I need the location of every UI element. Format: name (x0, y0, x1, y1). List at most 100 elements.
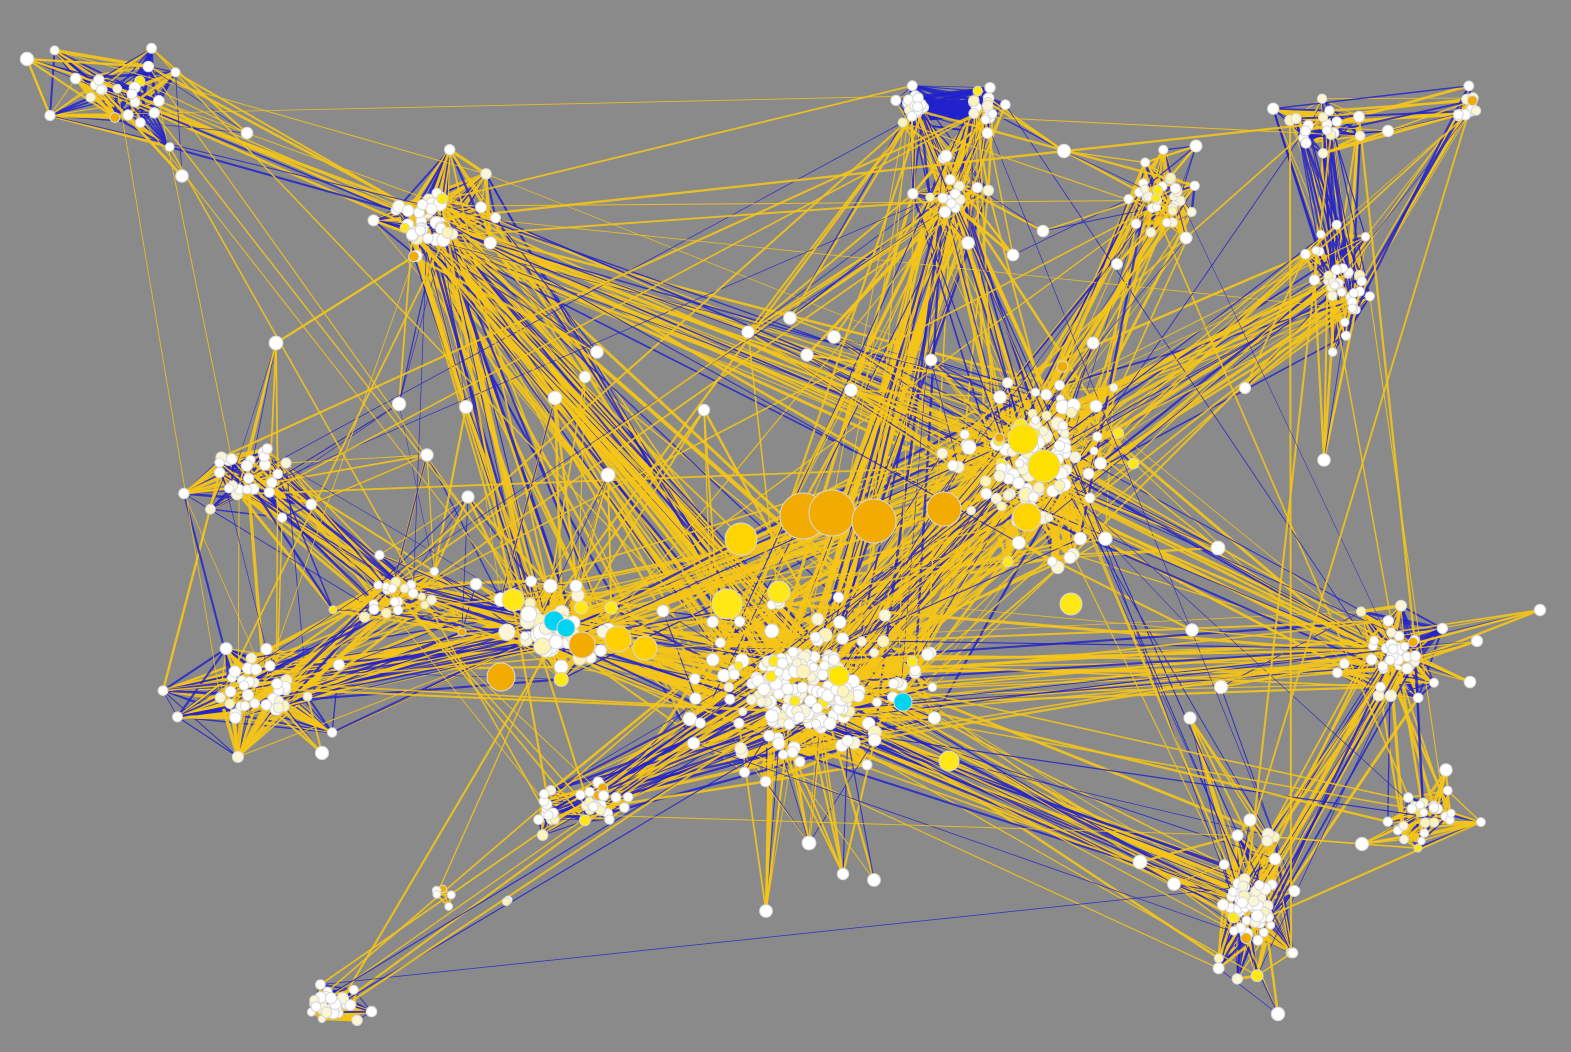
graph-node-peripheral[interactable] (1238, 381, 1252, 395)
graph-node[interactable] (348, 984, 359, 995)
graph-node[interactable] (543, 578, 558, 594)
graph-node[interactable] (214, 692, 226, 704)
graph-node[interactable] (429, 566, 439, 577)
graph-node[interactable] (1065, 406, 1078, 419)
graph-node[interactable] (796, 664, 811, 679)
graph-node[interactable] (1364, 291, 1375, 302)
graph-node[interactable] (272, 702, 285, 714)
graph-node[interactable] (694, 717, 706, 729)
graph-node[interactable] (1463, 80, 1475, 92)
graph-node[interactable] (1398, 820, 1409, 832)
graph-node[interactable] (1348, 288, 1359, 299)
graph-node[interactable] (733, 717, 745, 729)
graph-node[interactable] (1002, 556, 1014, 568)
graph-node[interactable] (1158, 144, 1169, 155)
graph-node-hub[interactable] (767, 580, 791, 604)
graph-node-peripheral[interactable] (1270, 1006, 1286, 1022)
graph-node[interactable] (231, 750, 244, 764)
graph-node[interactable] (575, 789, 586, 801)
graph-node-peripheral[interactable] (741, 325, 755, 339)
graph-node[interactable] (1475, 817, 1486, 828)
graph-node[interactable] (1094, 456, 1107, 470)
graph-node[interactable] (793, 711, 806, 724)
graph-node-hub[interactable] (568, 631, 596, 659)
graph-node[interactable] (266, 476, 278, 489)
graph-node[interactable] (420, 600, 430, 610)
graph-node[interactable] (49, 45, 60, 56)
graph-node[interactable] (897, 117, 908, 128)
graph-node[interactable] (302, 691, 313, 702)
graph-node[interactable] (811, 702, 823, 714)
graph-node[interactable] (1241, 915, 1252, 926)
graph-node[interactable] (261, 443, 273, 455)
graph-node[interactable] (1382, 816, 1394, 827)
graph-node[interactable] (728, 668, 740, 681)
graph-node[interactable] (446, 890, 456, 900)
graph-node[interactable] (833, 615, 847, 629)
graph-node[interactable] (1063, 551, 1077, 564)
graph-node[interactable] (1417, 836, 1426, 846)
graph-node[interactable] (1403, 792, 1414, 803)
graph-node[interactable] (260, 699, 273, 711)
graph-node[interactable] (358, 611, 371, 623)
graph-node[interactable] (579, 814, 591, 827)
graph-node[interactable] (1340, 330, 1352, 341)
graph-node[interactable] (1189, 180, 1200, 192)
graph-node[interactable] (890, 94, 902, 107)
graph-node[interactable] (823, 716, 837, 731)
graph-node[interactable] (776, 657, 789, 669)
graph-node[interactable] (947, 459, 959, 472)
graph-node-peripheral[interactable] (1533, 603, 1547, 617)
graph-node[interactable] (272, 468, 284, 480)
graph-node[interactable] (1140, 157, 1151, 168)
graph-node[interactable] (1014, 458, 1025, 469)
graph-node[interactable] (1109, 383, 1119, 393)
graph-node[interactable] (982, 184, 995, 197)
graph-node[interactable] (441, 226, 454, 239)
graph-node[interactable] (1012, 476, 1025, 490)
graph-node-hub[interactable] (632, 635, 658, 661)
graph-node[interactable] (432, 890, 442, 899)
graph-node[interactable] (245, 652, 257, 664)
graph-node-hub[interactable] (724, 522, 758, 556)
graph-node[interactable] (1169, 182, 1182, 195)
graph-node[interactable] (921, 648, 934, 661)
graph-node[interactable] (1218, 859, 1230, 870)
graph-node[interactable] (1419, 817, 1431, 829)
graph-node[interactable] (1347, 303, 1357, 313)
graph-node[interactable] (1046, 556, 1058, 567)
graph-node-hub[interactable] (851, 498, 897, 544)
graph-node[interactable] (213, 467, 226, 479)
graph-node[interactable] (533, 637, 552, 656)
graph-node-peripheral[interactable] (827, 330, 841, 344)
graph-node[interactable] (1399, 641, 1410, 652)
graph-node[interactable] (178, 487, 190, 500)
graph-node[interactable] (1161, 217, 1172, 228)
graph-node[interactable] (980, 487, 993, 500)
graph-node[interactable] (1419, 828, 1430, 838)
graph-node[interactable] (1311, 245, 1321, 255)
graph-node[interactable] (1384, 654, 1396, 666)
graph-node[interactable] (1452, 109, 1464, 120)
graph-node[interactable] (553, 659, 569, 675)
graph-node[interactable] (714, 637, 726, 648)
graph-node[interactable] (1053, 479, 1066, 492)
graph-node[interactable] (811, 718, 822, 729)
graph-node[interactable] (1299, 125, 1312, 137)
graph-node-peripheral[interactable] (1086, 336, 1100, 350)
graph-node[interactable] (1316, 93, 1328, 104)
graph-node[interactable] (937, 192, 949, 204)
graph-node[interactable] (816, 669, 829, 681)
graph-node[interactable] (746, 694, 757, 706)
graph-node[interactable] (1470, 105, 1482, 116)
graph-node[interactable] (588, 801, 599, 812)
graph-node[interactable] (374, 550, 385, 561)
graph-node[interactable] (408, 250, 420, 263)
graph-node[interactable] (399, 583, 410, 594)
graph-node[interactable] (1044, 513, 1054, 523)
graph-node[interactable] (623, 791, 634, 803)
graph-node[interactable] (1324, 105, 1335, 116)
graph-node[interactable] (1250, 909, 1264, 923)
graph-node[interactable] (1407, 637, 1419, 648)
graph-node[interactable] (1240, 932, 1252, 945)
